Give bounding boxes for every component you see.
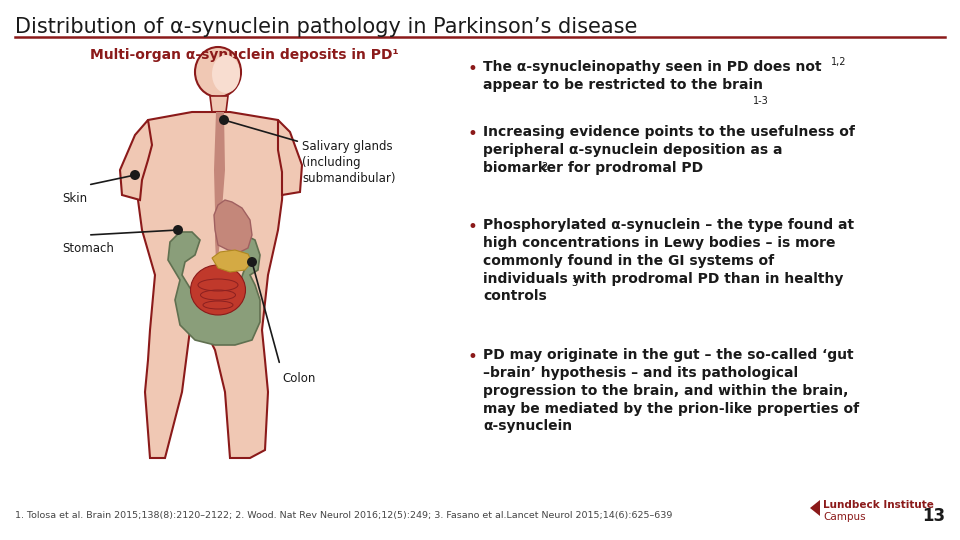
Text: •: • [468,60,478,78]
Circle shape [130,170,140,180]
Text: Lundbeck Institute: Lundbeck Institute [823,500,934,510]
Text: 3: 3 [571,278,577,288]
Text: 1-3: 1-3 [753,96,769,106]
Text: PD may originate in the gut – the so-called ‘gut
–brain’ hypothesis – and its pa: PD may originate in the gut – the so-cal… [483,348,859,434]
Polygon shape [120,120,152,200]
Ellipse shape [195,47,241,97]
Text: •: • [468,348,478,366]
Text: Skin: Skin [62,192,87,205]
Text: 2: 2 [541,162,547,172]
Text: Distribution of α-synuclein pathology in Parkinson’s disease: Distribution of α-synuclein pathology in… [15,17,637,37]
Text: 13: 13 [922,507,945,525]
Circle shape [219,115,229,125]
Text: Multi-organ α-synuclein deposits in PD¹: Multi-organ α-synuclein deposits in PD¹ [90,48,398,62]
Text: Campus: Campus [823,512,866,522]
Text: Stomach: Stomach [62,242,114,255]
Text: Colon: Colon [282,372,316,385]
Text: The α-synucleinopathy seen in PD does not
appear to be restricted to the brain: The α-synucleinopathy seen in PD does no… [483,60,822,92]
Polygon shape [212,250,252,272]
Text: Salivary glands
(including
submandibular): Salivary glands (including submandibular… [302,140,396,185]
Circle shape [247,257,257,267]
Text: 1,2: 1,2 [831,57,847,67]
Polygon shape [210,96,228,112]
Circle shape [173,225,183,235]
Text: 1. Tolosa et al. Brain 2015;138(8):2120–2122; 2. Wood. Nat Rev Neurol 2016;12(5): 1. Tolosa et al. Brain 2015;138(8):2120–… [15,511,672,520]
Text: •: • [468,218,478,236]
Polygon shape [168,232,260,345]
Polygon shape [278,120,302,195]
Polygon shape [214,112,225,260]
Ellipse shape [212,55,240,93]
Polygon shape [138,112,285,458]
Polygon shape [214,200,252,252]
Text: •: • [468,125,478,143]
Text: Increasing evidence points to the usefulness of
peripheral α-synuclein depositio: Increasing evidence points to the useful… [483,125,854,175]
Polygon shape [810,500,820,516]
Text: Phosphorylated α-synuclein – the type found at
high concentrations in Lewy bodie: Phosphorylated α-synuclein – the type fo… [483,218,854,303]
Ellipse shape [190,265,246,315]
